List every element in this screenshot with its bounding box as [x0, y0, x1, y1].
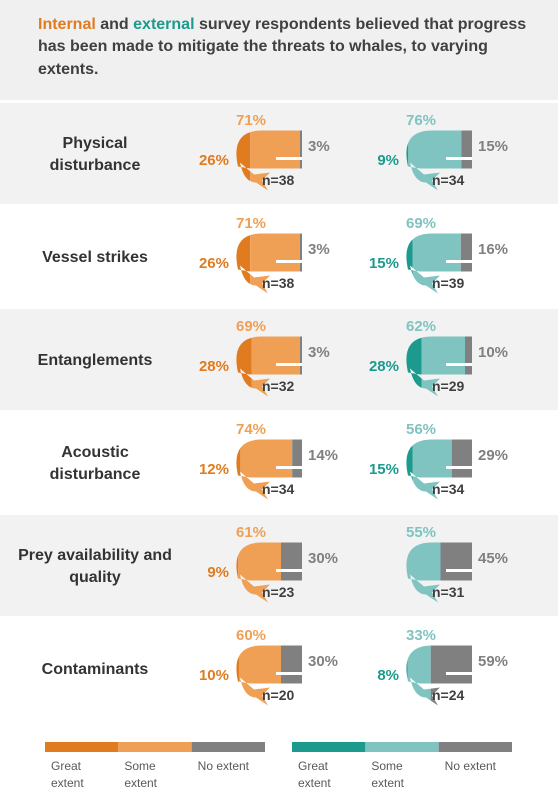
- sample-size: n=38: [262, 173, 294, 187]
- legend-swatch: [118, 742, 191, 752]
- value-label: 61%: [236, 525, 266, 540]
- chart-title: Internal and external survey respondents…: [38, 14, 528, 81]
- title-part: Internal: [38, 16, 96, 33]
- value-label: 28%: [199, 359, 229, 374]
- value-label: 26%: [199, 256, 229, 271]
- category-label: Entanglements: [15, 309, 175, 412]
- value-label: 56%: [406, 422, 436, 437]
- sample-size: n=34: [432, 482, 464, 496]
- sample-size: n=23: [262, 585, 294, 599]
- value-label: 8%: [377, 668, 399, 683]
- title-part: external: [133, 16, 194, 33]
- value-label: 15%: [478, 139, 508, 154]
- legend-label: No extent: [445, 758, 507, 775]
- category-label: Contaminants: [15, 618, 175, 721]
- value-label: 76%: [406, 113, 436, 128]
- value-label: 59%: [478, 654, 508, 669]
- sample-size: n=31: [432, 585, 464, 599]
- value-label: 62%: [406, 319, 436, 334]
- value-label: 15%: [369, 462, 399, 477]
- value-label: 28%: [369, 359, 399, 374]
- legend-swatch: [365, 742, 438, 752]
- value-label: 74%: [236, 422, 266, 437]
- legend-swatch: [45, 742, 118, 752]
- value-label: 45%: [478, 551, 508, 566]
- value-label: 3%: [308, 139, 330, 154]
- sample-size: n=20: [262, 688, 294, 702]
- value-label: 3%: [308, 345, 330, 360]
- category-label: Vessel strikes: [15, 206, 175, 309]
- value-label: 30%: [308, 551, 338, 566]
- value-label: 29%: [478, 448, 508, 463]
- value-label: 16%: [478, 242, 508, 257]
- legend-swatch: [192, 742, 265, 752]
- legend-label: Some extent: [124, 758, 186, 792]
- category-label: Acoustic disturbance: [15, 412, 175, 515]
- value-label: 71%: [236, 216, 266, 231]
- value-label: 33%: [406, 628, 436, 643]
- infographic: Internal and external survey respondents…: [0, 0, 558, 803]
- value-label: 10%: [478, 345, 508, 360]
- legend-label: Great extent: [51, 758, 113, 792]
- value-label: 15%: [369, 256, 399, 271]
- legend-label: No extent: [198, 758, 260, 775]
- sample-size: n=38: [262, 276, 294, 290]
- legend-swatch: [292, 742, 365, 752]
- value-label: 69%: [406, 216, 436, 231]
- value-label: 10%: [199, 668, 229, 683]
- legend-label: Some extent: [371, 758, 433, 792]
- sample-size: n=29: [432, 379, 464, 393]
- sample-size: n=39: [432, 276, 464, 290]
- sample-size: n=34: [432, 173, 464, 187]
- value-label: 9%: [377, 153, 399, 168]
- value-label: 30%: [308, 654, 338, 669]
- value-label: 69%: [236, 319, 266, 334]
- sample-size: n=32: [262, 379, 294, 393]
- value-label: 71%: [236, 113, 266, 128]
- value-label: 14%: [308, 448, 338, 463]
- value-label: 3%: [308, 242, 330, 257]
- value-label: 12%: [199, 462, 229, 477]
- category-label: Physical disturbance: [15, 103, 175, 206]
- value-label: 55%: [406, 525, 436, 540]
- title-part: and: [100, 16, 128, 33]
- value-label: 26%: [199, 153, 229, 168]
- sample-size: n=34: [262, 482, 294, 496]
- value-label: 60%: [236, 628, 266, 643]
- sample-size: n=24: [432, 688, 464, 702]
- legend-swatch: [439, 742, 512, 752]
- category-label: Prey availability and quality: [15, 515, 175, 618]
- legend-label: Great extent: [298, 758, 360, 792]
- value-label: 9%: [207, 565, 229, 580]
